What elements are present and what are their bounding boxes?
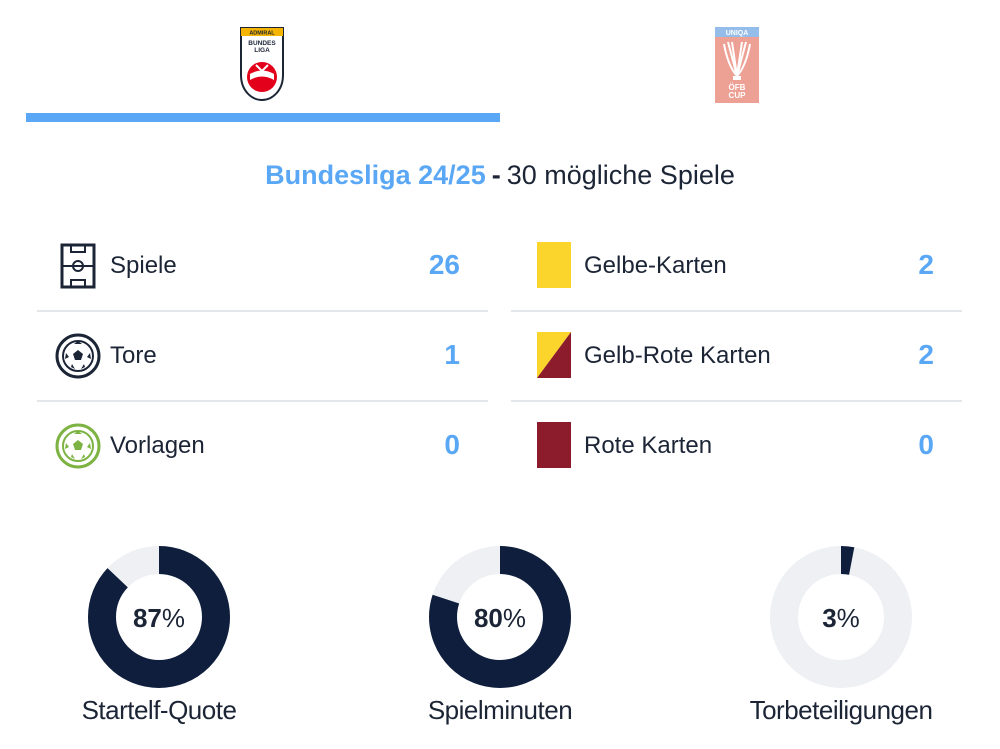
stat-label: Vorlagen — [110, 432, 205, 459]
competition-heading: Bundesliga 24/25-30 mögliche Spiele — [0, 156, 1000, 194]
stat-value: 0 — [918, 429, 934, 460]
stat-value: 2 — [918, 249, 934, 280]
donut-arc — [770, 546, 912, 688]
active-tab-indicator — [26, 113, 500, 122]
stat-row-gelb-rote-karten: Gelb-Rote Karten 2 — [511, 312, 962, 402]
tab-bundesliga[interactable]: ADMIRAL BUNDES LIGA — [26, 0, 500, 124]
yellow-card-icon — [537, 242, 571, 288]
donut-chart: 80% — [429, 546, 571, 688]
stats-right: Gelbe-Karten 2 Gelb-Rote Karten 2 Rote K… — [511, 222, 962, 490]
stat-label: Spiele — [110, 252, 177, 279]
competition-name: Bundesliga 24/25 — [265, 160, 486, 190]
donut-arc — [429, 546, 571, 688]
stats-left: Spiele 26 Tore 1 Vorlagen 0 — [37, 222, 488, 490]
donut-arc — [88, 546, 230, 688]
ball-icon — [55, 333, 101, 379]
possible-games: 30 mögliche Spiele — [506, 160, 735, 190]
oefb-cup-logo: UNIQA ÖFB CUP — [715, 27, 759, 103]
donut-torbeteiligungen: 3% Torbeteiligungen — [741, 545, 941, 727]
donut-chart: 87% — [88, 546, 230, 688]
tab-oefb-cup[interactable]: UNIQA ÖFB CUP — [500, 0, 974, 124]
svg-text:ADMIRAL: ADMIRAL — [249, 31, 275, 37]
svg-text:ÖFB: ÖFB — [729, 83, 746, 92]
stat-row-rote-karten: Rote Karten 0 — [511, 402, 962, 490]
stat-row-gelbe-karten: Gelbe-Karten 2 — [511, 222, 962, 312]
stat-label: Rote Karten — [584, 432, 713, 459]
heading-separator: - — [491, 160, 501, 190]
stat-value: 0 — [444, 429, 460, 460]
stat-value: 1 — [444, 339, 460, 370]
stat-label: Gelb-Rote Karten — [584, 342, 771, 369]
bundesliga-logo: ADMIRAL BUNDES LIGA — [240, 27, 284, 102]
donut-label: Startelf-Quote — [81, 695, 237, 725]
donut-value: 3% — [822, 603, 860, 633]
stat-value: 2 — [918, 339, 934, 370]
donut-spielminuten: 80% Spielminuten — [400, 545, 600, 727]
svg-text:BUNDES: BUNDES — [248, 40, 276, 47]
donut-label: Spielminuten — [427, 695, 573, 725]
assist-ball-icon — [55, 423, 101, 469]
stat-label: Gelbe-Karten — [584, 252, 727, 279]
donut-value: 80% — [474, 603, 526, 633]
stat-row-tore: Tore 1 — [37, 312, 488, 402]
stat-row-spiele: Spiele 26 — [37, 222, 488, 312]
yellow-red-card-icon — [537, 332, 571, 378]
svg-text:CUP: CUP — [729, 91, 747, 100]
stat-label: Tore — [110, 342, 157, 369]
donut-startelf-quote: 87% Startelf-Quote — [59, 545, 259, 727]
red-card-icon — [537, 422, 571, 468]
pitch-icon — [60, 243, 96, 289]
competition-tabs: ADMIRAL BUNDES LIGA UNIQA ÖFB CUP — [0, 0, 1000, 124]
svg-text:UNIQA: UNIQA — [726, 30, 749, 37]
donut-label: Torbeteiligungen — [749, 695, 933, 725]
svg-text:LIGA: LIGA — [254, 47, 270, 54]
donut-chart: 3% — [770, 546, 912, 688]
stat-value: 26 — [428, 249, 460, 280]
stat-row-vorlagen: Vorlagen 0 — [37, 402, 488, 490]
donut-value: 87% — [133, 603, 185, 633]
